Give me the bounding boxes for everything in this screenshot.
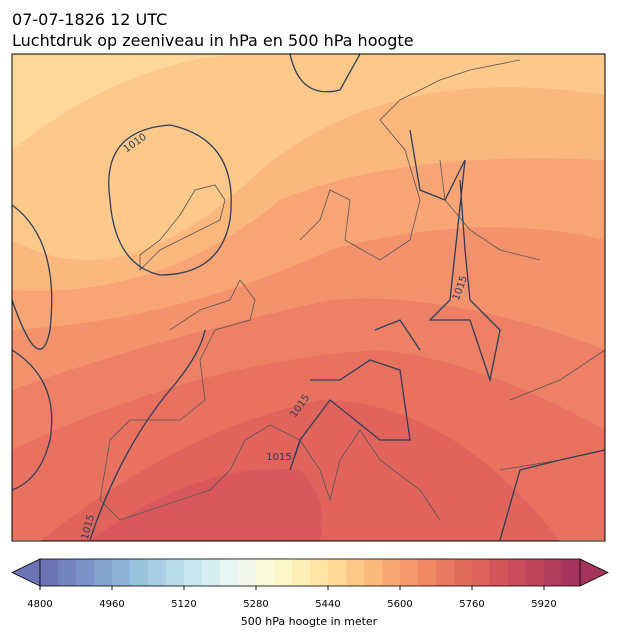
colorbar-frame: [39, 558, 581, 587]
colorbar-segment: [418, 559, 437, 586]
title: 07-07-1826 12 UTC: [12, 10, 167, 29]
colorbar-segment: [148, 559, 167, 586]
colorbar-segment: [274, 559, 293, 586]
colorbar-segment: [400, 559, 419, 586]
colorbar-tick-label: 5440: [315, 599, 340, 610]
colorbar-segment: [490, 559, 509, 586]
colorbar-tick-label: 5600: [387, 599, 412, 610]
colorbar-segment: [382, 559, 401, 586]
colorbar-segment: [238, 559, 257, 586]
colorbar-tick-label: 4960: [99, 599, 124, 610]
colorbar-segment: [94, 559, 113, 586]
colorbar-tick-label: 5920: [531, 599, 556, 610]
colorbar-segment: [544, 559, 563, 586]
colorbar-segment: [364, 559, 383, 586]
colorbar: 4800 4960 5120 5280 5440 5600 5760 5920: [11, 558, 609, 610]
colorbar-tick-label: 5280: [243, 599, 268, 610]
colorbar-tick-label: 5760: [459, 599, 484, 610]
map-frame: [11, 53, 606, 542]
colorbar-segment: [310, 559, 329, 586]
colorbar-segment: [256, 559, 275, 586]
colorbar-segment: [76, 559, 95, 586]
contour-label: 1015: [266, 452, 291, 463]
colorbar-segment: [508, 559, 527, 586]
colorbar-segment: [166, 559, 185, 586]
colorbar-segment: [472, 559, 491, 586]
colorbar-tick-label: 5120: [171, 599, 196, 610]
colorbar-segment: [202, 559, 221, 586]
colorbar-segment: [436, 559, 455, 586]
subtitle: Luchtdruk op zeeniveau in hPa en 500 hPa…: [12, 31, 414, 50]
colorbar-segment: [292, 559, 311, 586]
colorbar-segment: [40, 559, 59, 586]
colorbar-segment: [58, 559, 77, 586]
colorbar-segment: [454, 559, 473, 586]
colorbar-extend-high: [579, 558, 609, 587]
colorbar-tick-label: 4800: [27, 599, 52, 610]
colorbar-segment: [130, 559, 149, 586]
colorbar-segment: [112, 559, 131, 586]
colorbar-segment: [328, 559, 347, 586]
colorbar-extend-low: [11, 558, 41, 587]
colorbar-label: 500 hPa hoogte in meter: [241, 615, 378, 628]
colorbar-segment: [346, 559, 365, 586]
colorbar-segment: [562, 559, 581, 586]
colorbar-segment: [526, 559, 545, 586]
colorbar-segment: [220, 559, 239, 586]
colorbar-segment: [184, 559, 203, 586]
